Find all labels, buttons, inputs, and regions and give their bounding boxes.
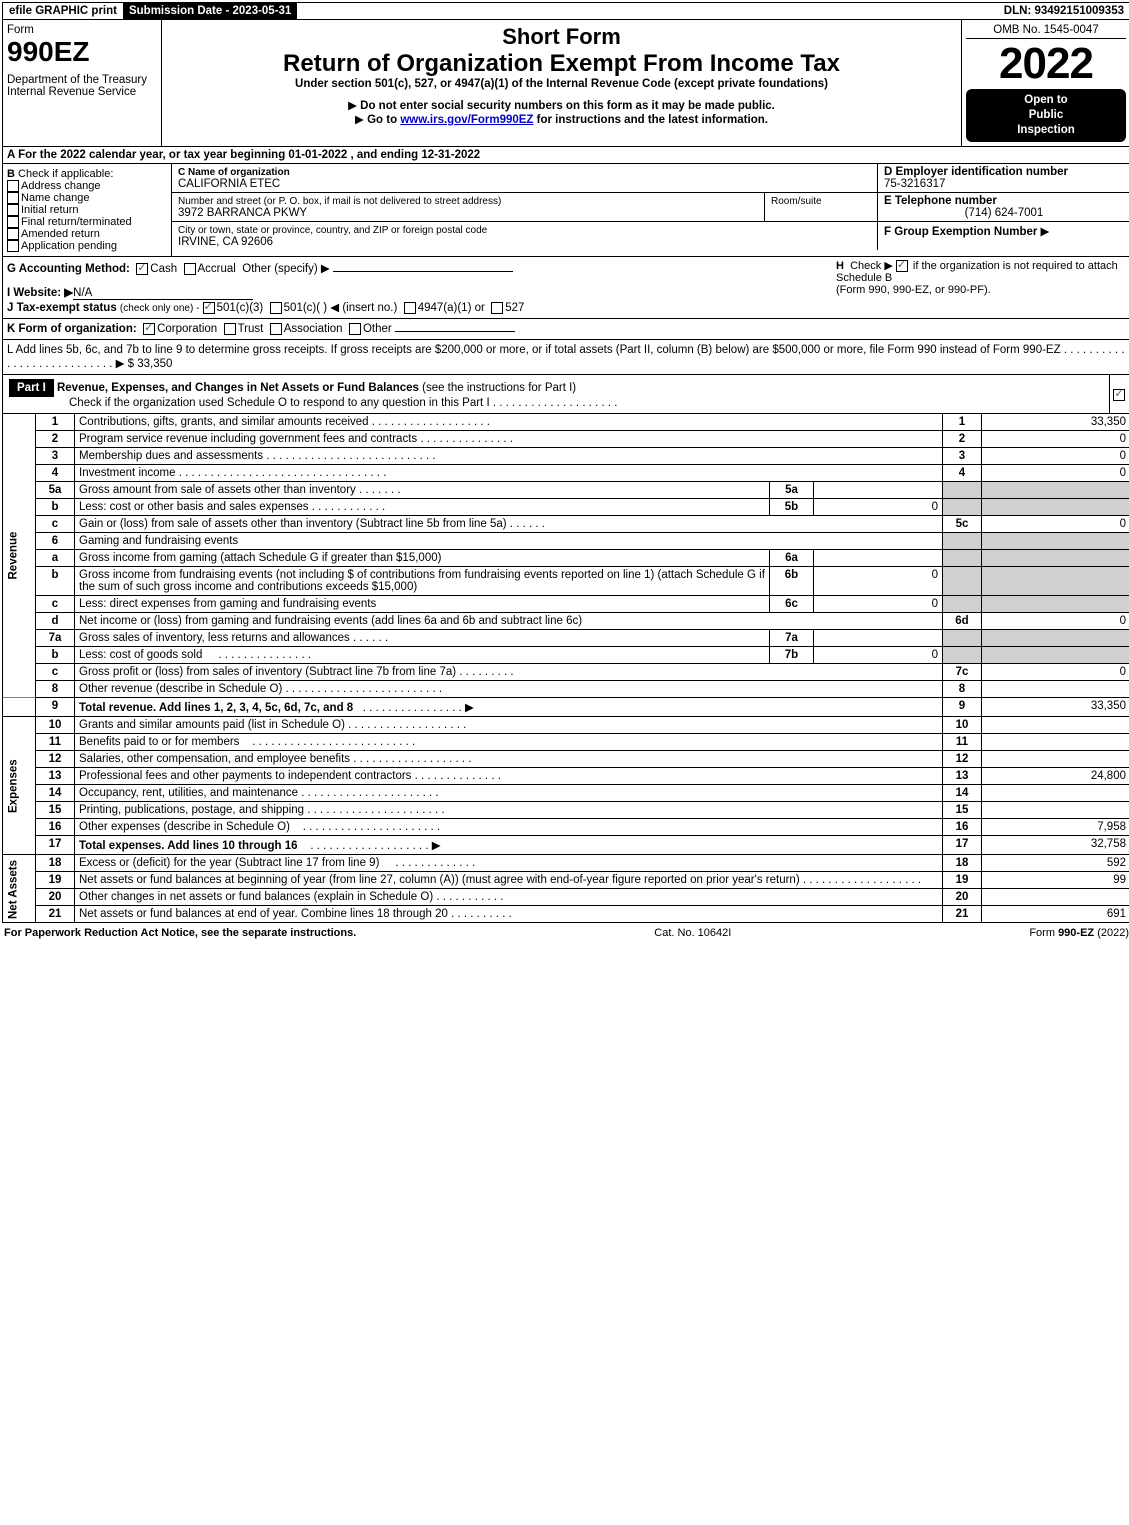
line-21: 21Net assets or fund balances at end of … — [3, 906, 1129, 923]
check-application-pending[interactable] — [7, 240, 19, 252]
line-2: 2Program service revenue including gover… — [3, 431, 1129, 448]
line-9: 9Total revenue. Add lines 1, 2, 3, 4, 5c… — [3, 698, 1129, 717]
check-accrual[interactable] — [184, 263, 196, 275]
line-8: 8Other revenue (describe in Schedule O) … — [3, 681, 1129, 698]
section-c-street: Number and street (or P. O. box, if mail… — [172, 193, 765, 222]
line-6d: dNet income or (loss) from gaming and fu… — [3, 613, 1129, 630]
rows-g-to-j: H Check ▶ if the organization is not req… — [2, 257, 1129, 319]
footer-left: For Paperwork Reduction Act Notice, see … — [4, 927, 356, 939]
section-k: K Form of organization: Corporation Trus… — [2, 319, 1129, 340]
efile-label: efile GRAPHIC print — [3, 3, 123, 19]
check-527[interactable] — [491, 302, 503, 314]
tax-year: 2022 — [966, 39, 1126, 89]
note-link: Go to www.irs.gov/Form990EZ for instruct… — [166, 112, 957, 126]
line-4: 4Investment income . . . . . . . . . . .… — [3, 465, 1129, 482]
section-c-room: Room/suite — [765, 193, 878, 222]
line-20: 20Other changes in net assets or fund ba… — [3, 889, 1129, 906]
line-19: 19Net assets or fund balances at beginni… — [3, 872, 1129, 889]
org-info-grid: B Check if applicable: Address change Na… — [2, 164, 1129, 258]
line-11: 11Benefits paid to or for members . . . … — [3, 734, 1129, 751]
short-form-title: Short Form — [166, 24, 957, 50]
footer-center: Cat. No. 10642I — [654, 927, 731, 939]
part-1-schedule-o-check[interactable] — [1109, 375, 1129, 413]
section-a-period: A For the 2022 calendar year, or tax yea… — [2, 147, 1129, 164]
line-6c: cLess: direct expenses from gaming and f… — [3, 596, 1129, 613]
line-5b: bLess: cost or other basis and sales exp… — [3, 499, 1129, 516]
section-b: B Check if applicable: Address change Na… — [3, 164, 172, 257]
check-name-change[interactable] — [7, 192, 19, 204]
line-17: 17Total expenses. Add lines 10 through 1… — [3, 836, 1129, 855]
section-e-phone: E Telephone number (714) 624-7001 — [878, 193, 1129, 222]
open-inspection-box: Open to Public Inspection — [966, 89, 1126, 142]
main-title: Return of Organization Exempt From Incom… — [166, 50, 957, 78]
line-14: 14Occupancy, rent, utilities, and mainte… — [3, 785, 1129, 802]
line-7b: bLess: cost of goods sold . . . . . . . … — [3, 647, 1129, 664]
check-trust[interactable] — [224, 323, 236, 335]
page-footer: For Paperwork Reduction Act Notice, see … — [2, 923, 1129, 943]
line-18: Net Assets 18Excess or (deficit) for the… — [3, 855, 1129, 872]
section-j: J Tax-exempt status (check only one) - 5… — [7, 300, 1126, 314]
section-d-ein: D Employer identification number 75-3216… — [878, 164, 1129, 193]
line-6: 6Gaming and fundraising events — [3, 533, 1129, 550]
check-address-change[interactable] — [7, 180, 19, 192]
section-l: L Add lines 5b, 6c, and 7b to line 9 to … — [2, 340, 1129, 375]
subtitle-text: Under section 501(c), 527, or 4947(a)(1)… — [166, 78, 957, 90]
expenses-side-label: Expenses — [3, 717, 36, 855]
section-c-name: C Name of organization CALIFORNIA ETEC — [172, 164, 878, 193]
top-bar: efile GRAPHIC print Submission Date - 20… — [2, 2, 1129, 20]
section-f-group: F Group Exemption Number ▶ — [878, 222, 1129, 250]
line-3: 3Membership dues and assessments . . . .… — [3, 448, 1129, 465]
instructions-link[interactable]: www.irs.gov/Form990EZ — [400, 114, 533, 126]
form-header: Form 990EZ Department of the Treasury In… — [2, 20, 1129, 147]
part-1-table: Revenue 1 Contributions, gifts, grants, … — [2, 414, 1129, 923]
check-4947[interactable] — [404, 302, 416, 314]
line-7c: cGross profit or (loss) from sales of in… — [3, 664, 1129, 681]
check-association[interactable] — [270, 323, 282, 335]
netassets-side-label: Net Assets — [3, 855, 36, 923]
submission-date-box: Submission Date - 2023-05-31 — [123, 3, 297, 19]
note-ssn: Do not enter social security numbers on … — [166, 98, 957, 112]
section-c-city: City or town, state or province, country… — [172, 222, 878, 250]
omb-number: OMB No. 1545-0047 — [966, 24, 1126, 39]
line-1: Revenue 1 Contributions, gifts, grants, … — [3, 414, 1129, 431]
form-number: 990EZ — [7, 36, 157, 68]
line-13: 13Professional fees and other payments t… — [3, 768, 1129, 785]
line-16: 16Other expenses (describe in Schedule O… — [3, 819, 1129, 836]
line-5a: 5aGross amount from sale of assets other… — [3, 482, 1129, 499]
check-schedule-b-not-required[interactable] — [896, 260, 908, 272]
check-501c[interactable] — [270, 302, 282, 314]
part-1-header-row: Part I Revenue, Expenses, and Changes in… — [2, 375, 1129, 414]
check-amended-return[interactable] — [7, 228, 19, 240]
line-5c: cGain or (loss) from sale of assets othe… — [3, 516, 1129, 533]
form-word: Form — [7, 24, 157, 36]
check-final-return[interactable] — [7, 216, 19, 228]
line-12: 12Salaries, other compensation, and empl… — [3, 751, 1129, 768]
line-6a: aGross income from gaming (attach Schedu… — [3, 550, 1129, 567]
check-other-org[interactable] — [349, 323, 361, 335]
dept-label: Department of the Treasury — [7, 74, 157, 86]
footer-right: Form 990-EZ (2022) — [1029, 927, 1129, 939]
line-6b: bGross income from fundraising events (n… — [3, 567, 1129, 596]
check-corporation[interactable] — [143, 323, 155, 335]
check-initial-return[interactable] — [7, 204, 19, 216]
line-10: Expenses 10Grants and similar amounts pa… — [3, 717, 1129, 734]
check-cash[interactable] — [136, 263, 148, 275]
section-h: H Check ▶ if the organization is not req… — [836, 259, 1126, 296]
check-501c3[interactable] — [203, 302, 215, 314]
line-7a: 7aGross sales of inventory, less returns… — [3, 630, 1129, 647]
dln-label: DLN: 93492151009353 — [998, 3, 1129, 19]
revenue-side-label: Revenue — [3, 414, 36, 698]
irs-label: Internal Revenue Service — [7, 86, 157, 98]
part-1-tag: Part I — [9, 379, 54, 397]
line-15: 15Printing, publications, postage, and s… — [3, 802, 1129, 819]
